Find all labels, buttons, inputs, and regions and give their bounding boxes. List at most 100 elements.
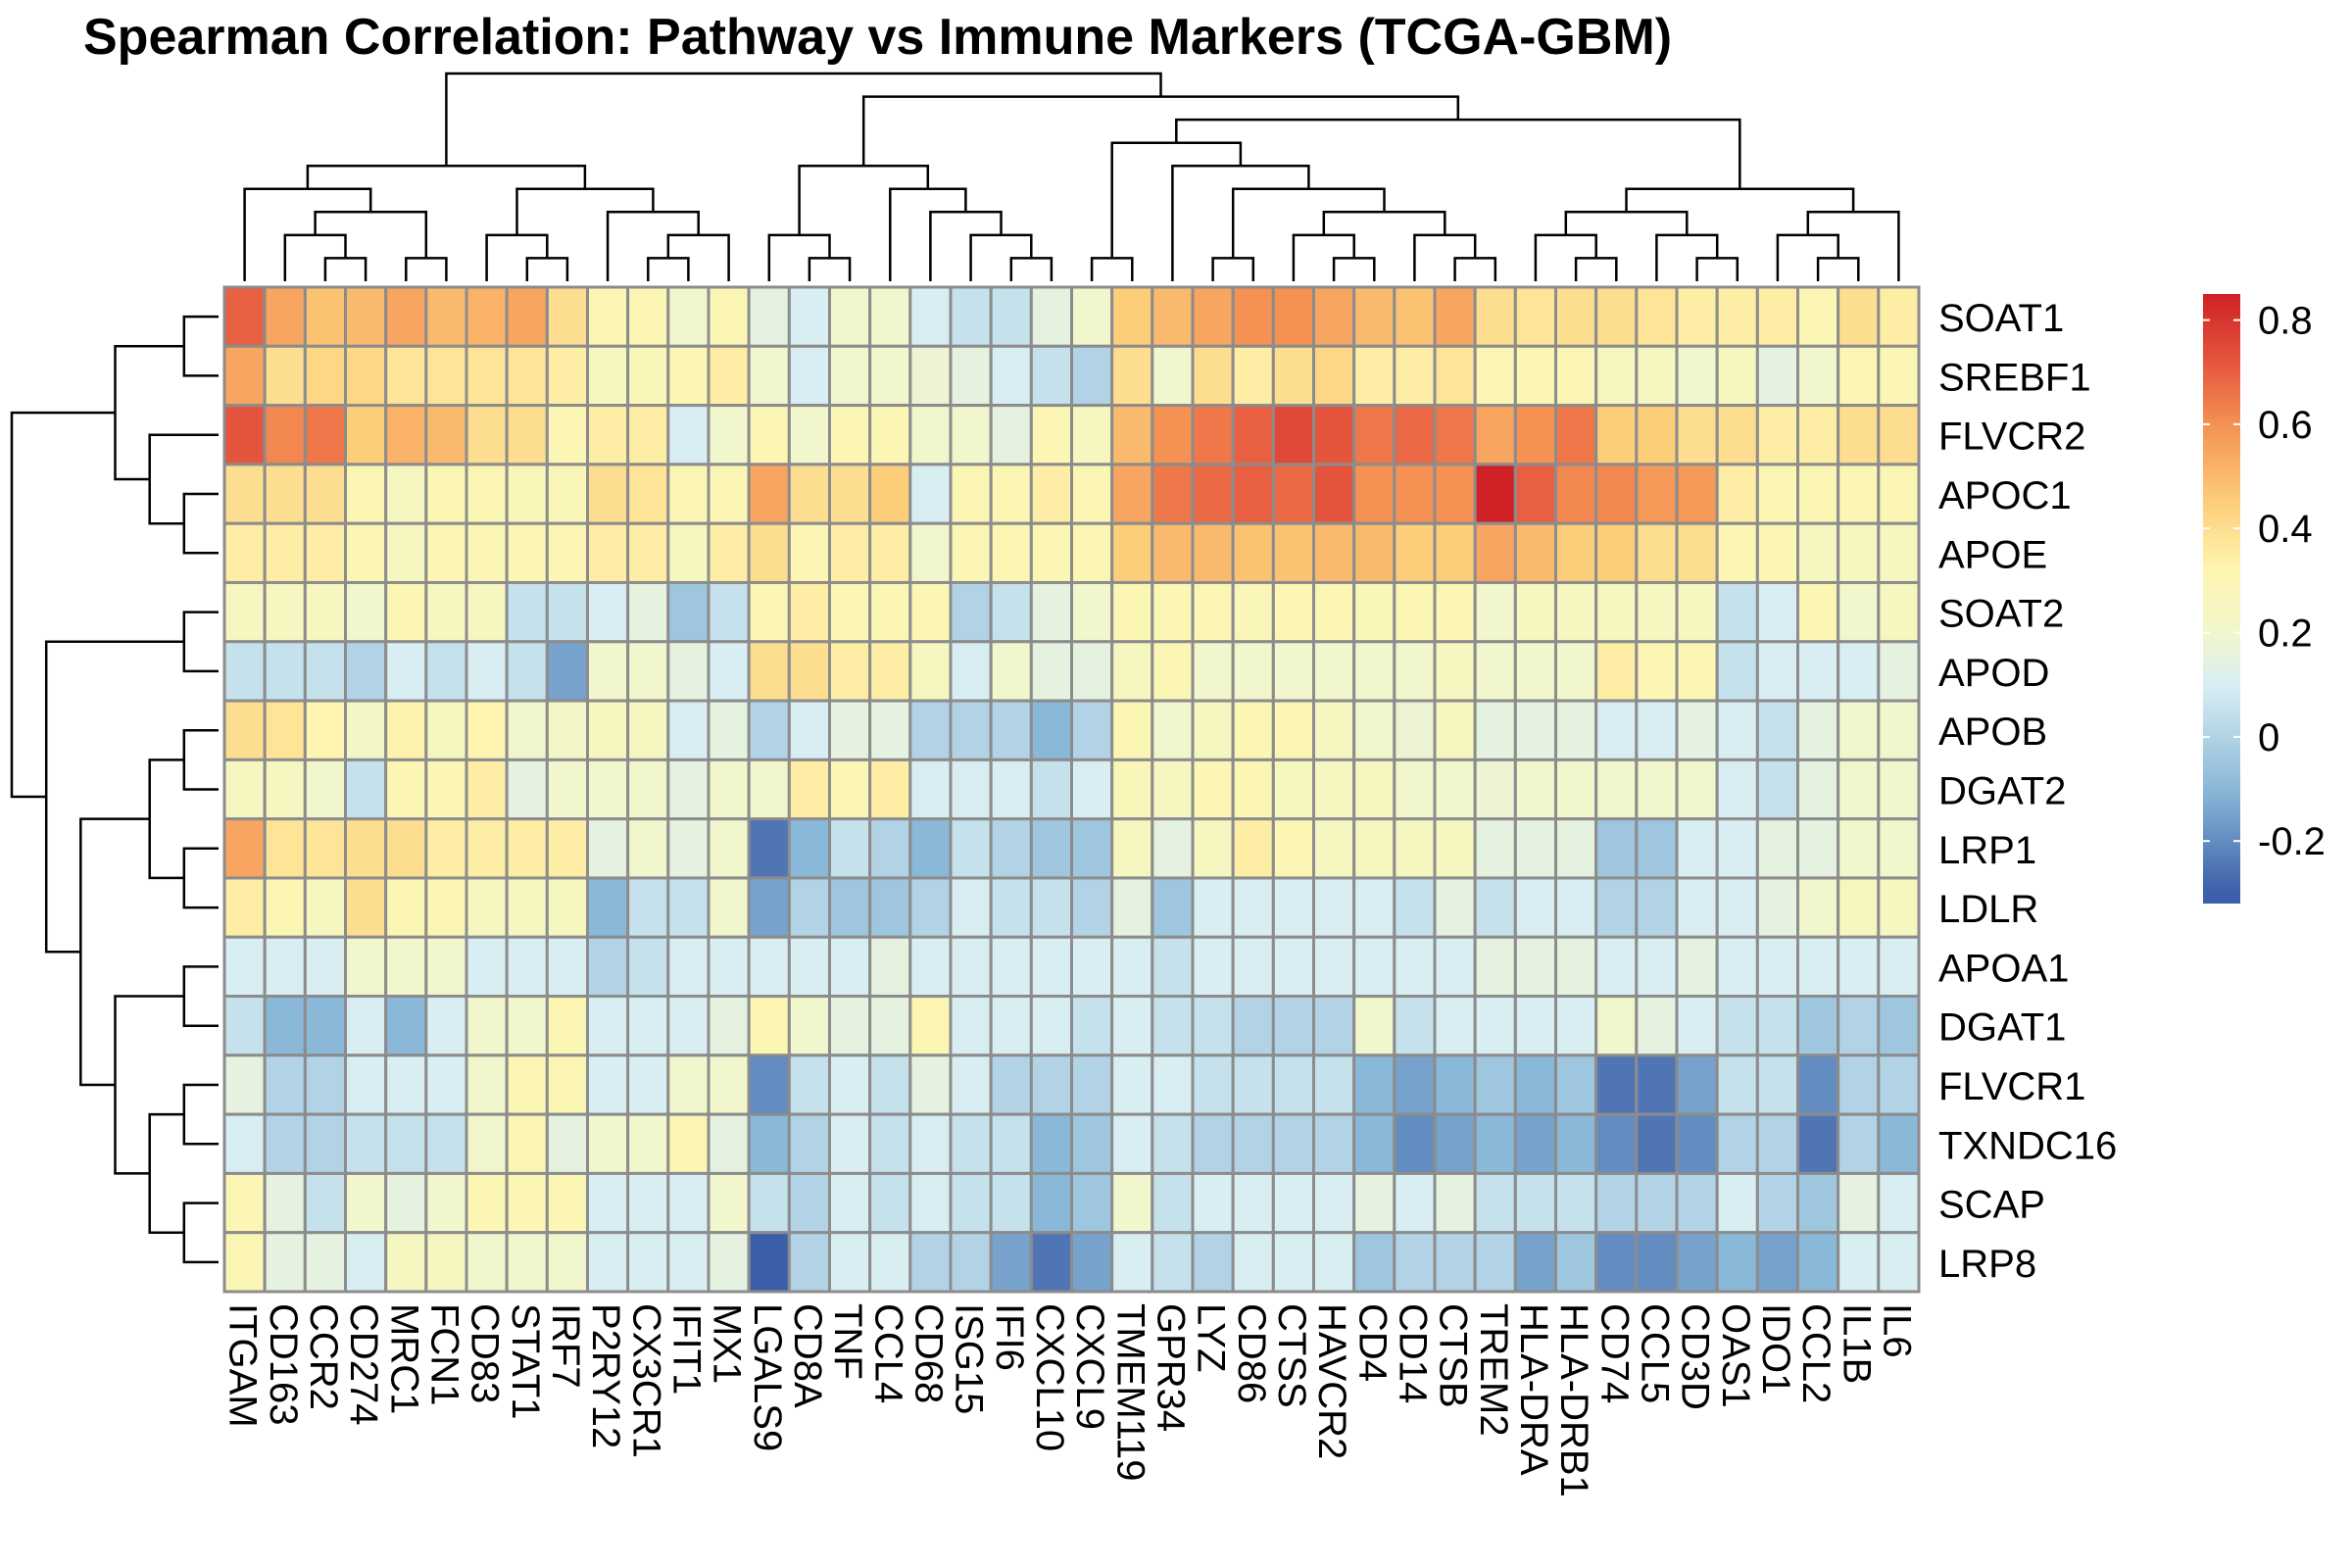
- heatmap-cell: [1635, 285, 1679, 348]
- heatmap-cell: [384, 876, 428, 939]
- dendrogram-branch: [1009, 257, 1054, 281]
- heatmap-cell: [1594, 463, 1639, 525]
- heatmap-cell: [868, 1112, 912, 1175]
- heatmap-cell: [1191, 344, 1235, 408]
- heatmap-cell: [1151, 817, 1195, 880]
- heatmap-cell: [989, 817, 1033, 880]
- column-label: CD3D: [1674, 1303, 1717, 1410]
- heatmap-cell: [1473, 285, 1517, 348]
- heatmap-cell: [303, 640, 347, 703]
- heatmap-cell: [828, 1112, 872, 1175]
- heatmap-cell: [1352, 285, 1396, 348]
- heatmap-cell: [1110, 935, 1154, 999]
- heatmap-cell: [505, 580, 549, 644]
- heatmap-cell: [1070, 640, 1114, 703]
- heatmap-cell: [263, 640, 307, 703]
- heatmap-cell: [1796, 463, 1840, 525]
- heatmap-cell: [1271, 404, 1315, 466]
- column-label: CD74: [1592, 1303, 1636, 1403]
- heatmap-cell: [1029, 1231, 1073, 1294]
- heatmap-cell: [1393, 1054, 1437, 1116]
- heatmap-cell: [1554, 1231, 1598, 1294]
- heatmap-cell: [1029, 1054, 1073, 1116]
- heatmap-cell: [424, 463, 468, 525]
- heatmap-cell: [465, 640, 509, 703]
- heatmap-cell: [868, 1054, 912, 1116]
- heatmap-cell: [1312, 1112, 1356, 1175]
- heatmap-cell: [1594, 640, 1639, 703]
- heatmap-cell: [384, 1231, 428, 1294]
- heatmap-cell: [1070, 463, 1114, 525]
- heatmap-cell: [1594, 580, 1639, 644]
- heatmap-cell: [949, 699, 993, 761]
- heatmap-cell: [1312, 580, 1356, 644]
- heatmap-cell: [384, 404, 428, 466]
- heatmap-cell: [303, 995, 347, 1057]
- heatmap-cell: [586, 404, 630, 466]
- heatmap-cell: [1070, 521, 1114, 584]
- legend-tick-label: 0.8: [2258, 300, 2313, 343]
- heatmap-cell: [1877, 817, 1921, 880]
- heatmap-cell: [1837, 758, 1881, 821]
- heatmap-cell: [1029, 699, 1073, 761]
- heatmap-cell: [989, 995, 1033, 1057]
- heatmap-cell: [586, 344, 630, 408]
- heatmap-cell: [1473, 404, 1517, 466]
- heatmap-cell: [1554, 1054, 1598, 1116]
- dendrogram-branch: [182, 1201, 219, 1264]
- heatmap-cell: [1070, 580, 1114, 644]
- row-label: APOE: [1938, 533, 2047, 576]
- heatmap-cell: [1715, 344, 1759, 408]
- heatmap-cell: [222, 521, 267, 584]
- heatmap-cell: [1151, 404, 1195, 466]
- heatmap-cell: [465, 285, 509, 348]
- heatmap-cell: [424, 935, 468, 999]
- heatmap-cell: [263, 876, 307, 939]
- heatmap-cell: [908, 285, 953, 348]
- column-label: LYZ: [1190, 1303, 1233, 1372]
- column-label: HLA-DRA: [1512, 1303, 1555, 1476]
- column-label: CD4: [1350, 1303, 1394, 1382]
- heatmap-cell: [828, 404, 872, 466]
- heatmap-cell: [505, 935, 549, 999]
- heatmap-cell: [1635, 995, 1679, 1057]
- heatmap-cell: [1393, 758, 1437, 821]
- heatmap-cell: [666, 344, 710, 408]
- heatmap-cell: [344, 817, 388, 880]
- heatmap-cell: [1554, 1112, 1598, 1175]
- heatmap-cell: [1271, 580, 1315, 644]
- heatmap-cell: [1554, 580, 1598, 644]
- heatmap-cell: [989, 876, 1033, 939]
- heatmap-cell: [1837, 1054, 1881, 1116]
- heatmap-cell: [465, 699, 509, 761]
- heatmap-cell: [989, 1054, 1033, 1116]
- heatmap-cell: [787, 640, 832, 703]
- heatmap-cell: [1312, 344, 1356, 408]
- heatmap-cell: [1352, 404, 1396, 466]
- heatmap-cell: [424, 1054, 468, 1116]
- heatmap-cell: [1110, 1054, 1154, 1116]
- heatmap-cell: [1675, 285, 1719, 348]
- heatmap-cell: [787, 521, 832, 584]
- heatmap-cell: [1433, 817, 1477, 880]
- heatmap-cell: [787, 344, 832, 408]
- heatmap-cell: [1837, 699, 1881, 761]
- heatmap-cell: [989, 1231, 1033, 1294]
- heatmap-cell: [465, 463, 509, 525]
- heatmap-cell: [222, 1171, 267, 1235]
- heatmap-cell: [1191, 463, 1235, 525]
- heatmap-cell: [1151, 995, 1195, 1057]
- heatmap-cell: [626, 758, 670, 821]
- heatmap-cell: [1796, 1231, 1840, 1294]
- heatmap-cell: [1675, 758, 1719, 821]
- heatmap-cell: [1513, 640, 1557, 703]
- heatmap-cell: [344, 580, 388, 644]
- heatmap-cell: [1151, 521, 1195, 584]
- heatmap-cell: [1513, 344, 1557, 408]
- dendrogram-branch: [182, 847, 219, 909]
- heatmap-cell: [1352, 640, 1396, 703]
- heatmap-cell: [344, 699, 388, 761]
- row-label: SCAP: [1938, 1184, 2045, 1227]
- heatmap-cell: [989, 758, 1033, 821]
- heatmap-cell: [908, 758, 953, 821]
